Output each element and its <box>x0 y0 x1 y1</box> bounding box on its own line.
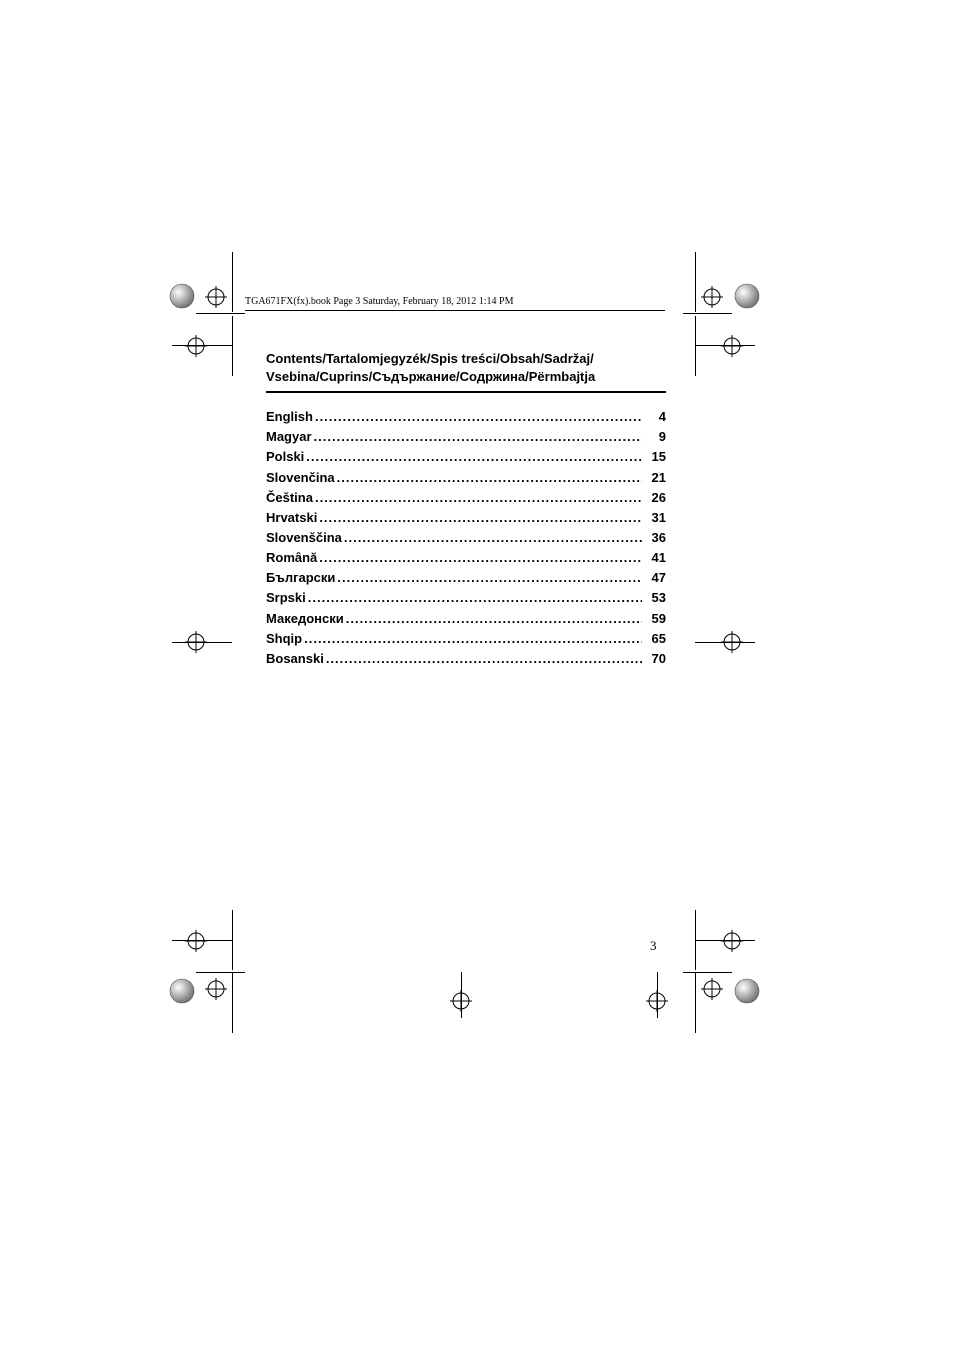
crop-mark <box>232 252 233 312</box>
crop-mark <box>695 252 696 312</box>
title-line-1: Contents/Tartalomjegyzék/Spis treści/Obs… <box>266 351 594 366</box>
registration-crosshair-icon <box>701 286 723 308</box>
toc-row: Slovenčina 21 <box>266 468 666 488</box>
toc-page: 31 <box>644 508 666 528</box>
registration-crosshair-icon <box>205 978 227 1000</box>
toc-row: Română 41 <box>266 548 666 568</box>
registration-sphere-icon <box>169 283 195 309</box>
crop-mark <box>695 642 755 643</box>
registration-crosshair-icon <box>721 930 743 952</box>
toc-row: Bosanski 70 <box>266 649 666 669</box>
toc-label: Hrvatski <box>266 508 317 528</box>
toc-row: Čeština 26 <box>266 488 666 508</box>
registration-crosshair-icon <box>701 978 723 1000</box>
toc-leader-dots <box>308 588 642 608</box>
crop-mark <box>695 973 696 1033</box>
book-header-text: TGA671FX(fx).book Page 3 Saturday, Febru… <box>245 296 514 307</box>
registration-crosshair-icon <box>185 930 207 952</box>
registration-crosshair-icon <box>721 335 743 357</box>
toc-label: Slovenčina <box>266 468 335 488</box>
toc-leader-dots <box>346 609 642 629</box>
crop-mark <box>695 345 755 346</box>
toc-page: 36 <box>644 528 666 548</box>
toc-row: Български 47 <box>266 568 666 588</box>
registration-sphere-icon <box>734 978 760 1004</box>
crop-mark <box>232 910 233 970</box>
toc-label: Български <box>266 568 335 588</box>
page-content: Contents/Tartalomjegyzék/Spis treści/Obs… <box>266 350 666 669</box>
registration-crosshair-icon <box>185 335 207 357</box>
toc-page: 65 <box>644 629 666 649</box>
crop-mark <box>232 973 233 1033</box>
title-rule <box>266 391 666 393</box>
toc-label: Slovenščina <box>266 528 342 548</box>
crop-mark <box>196 313 245 314</box>
registration-crosshair-icon <box>205 286 227 308</box>
crop-mark <box>172 642 232 643</box>
registration-sphere-icon <box>169 978 195 1004</box>
crop-mark <box>695 940 755 941</box>
registration-sphere-icon <box>734 283 760 309</box>
toc-page: 53 <box>644 588 666 608</box>
crop-mark <box>461 972 462 1018</box>
toc-label: English <box>266 407 313 427</box>
crop-mark <box>683 313 732 314</box>
toc-label: Srpski <box>266 588 306 608</box>
toc-label: Română <box>266 548 317 568</box>
toc-row: Magyar 9 <box>266 427 666 447</box>
toc-row: Slovenščina 36 <box>266 528 666 548</box>
toc-leader-dots <box>315 488 642 508</box>
toc-page: 59 <box>644 609 666 629</box>
toc-page: 9 <box>644 427 666 447</box>
crop-mark <box>196 972 245 973</box>
toc-leader-dots <box>337 568 642 588</box>
toc-leader-dots <box>306 447 642 467</box>
crop-mark <box>683 972 732 973</box>
toc-leader-dots <box>344 528 642 548</box>
crop-mark <box>172 345 232 346</box>
toc-page: 15 <box>644 447 666 467</box>
toc-leader-dots <box>314 427 642 447</box>
toc-page: 21 <box>644 468 666 488</box>
toc-leader-dots <box>304 629 642 649</box>
toc-label: Magyar <box>266 427 312 447</box>
crop-mark <box>657 972 658 1018</box>
toc-label: Čeština <box>266 488 313 508</box>
toc-row: Shqip 65 <box>266 629 666 649</box>
header-underline <box>245 310 665 311</box>
title-line-2: Vsebina/Cuprins/Съдържание/Содржина/Përm… <box>266 369 595 384</box>
toc-label: Shqip <box>266 629 302 649</box>
toc-label: Македонски <box>266 609 344 629</box>
contents-title: Contents/Tartalomjegyzék/Spis treści/Obs… <box>266 350 666 385</box>
toc-page: 47 <box>644 568 666 588</box>
toc-leader-dots <box>326 649 642 669</box>
toc-page: 41 <box>644 548 666 568</box>
toc-row: Srpski 53 <box>266 588 666 608</box>
crop-mark <box>172 940 232 941</box>
crop-mark <box>232 316 233 376</box>
toc-row: Polski 15 <box>266 447 666 467</box>
toc-label: Bosanski <box>266 649 324 669</box>
toc-row: Македонски 59 <box>266 609 666 629</box>
toc-leader-dots <box>315 407 642 427</box>
page-number: 3 <box>650 938 657 954</box>
toc-page: 26 <box>644 488 666 508</box>
toc-row: Hrvatski 31 <box>266 508 666 528</box>
toc-leader-dots <box>319 508 642 528</box>
toc-leader-dots <box>319 548 642 568</box>
toc-row: English 4 <box>266 407 666 427</box>
toc-page: 4 <box>644 407 666 427</box>
table-of-contents: English 4 Magyar 9 Polski 15 Slovenčina … <box>266 407 666 669</box>
toc-page: 70 <box>644 649 666 669</box>
toc-leader-dots <box>337 468 642 488</box>
crop-mark <box>695 316 696 376</box>
toc-label: Polski <box>266 447 304 467</box>
